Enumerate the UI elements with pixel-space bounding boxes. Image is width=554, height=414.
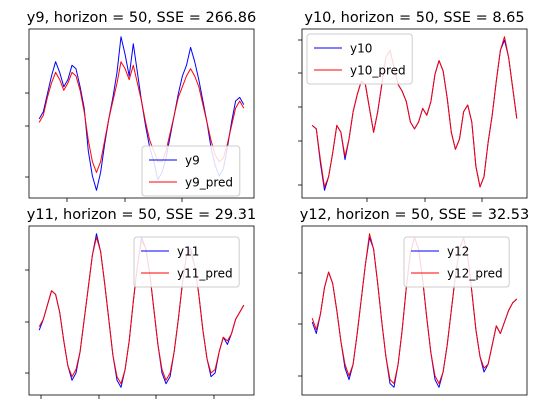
subplot-2: y10, horizon = 50, SSE = 8.65 y10 y10_pred — [298, 10, 528, 202]
subplot-1: y9, horizon = 50, SSE = 266.86 y9 y9_pred — [25, 10, 256, 202]
subplot-3: y11, horizon = 50, SSE = 29.31 y11 y11_pre… — [25, 207, 256, 399]
legend: y12 y12_pred — [403, 236, 510, 288]
legend: y9 y9_pred — [141, 145, 241, 197]
legend-label-y11: y11 — [177, 245, 199, 259]
axes-frame — [301, 225, 528, 396]
legend: y11 y11_pred — [133, 236, 240, 288]
legend-label-y9: y9 — [185, 154, 200, 168]
chart-title: y9, horizon = 50, SSE = 266.86 — [27, 10, 256, 26]
legend-box — [141, 145, 241, 197]
legend-label-y10: y10 — [350, 42, 372, 56]
legend-box — [306, 33, 413, 85]
legend-box — [133, 236, 240, 288]
legend-label-y12: y12 — [447, 245, 469, 259]
series-line-y10_pred — [311, 36, 518, 188]
legend-label-y10_pred: y10_pred — [350, 64, 406, 78]
axes-frame — [28, 225, 255, 396]
axes-frame — [28, 28, 255, 199]
chart-title: y11, horizon = 50, SSE = 29.31 — [27, 207, 256, 223]
subplot-4: y12, horizon = 50, SSE = 32.53 y12 y12_pre… — [298, 207, 529, 396]
legend-label-y9_pred: y9_pred — [185, 176, 233, 190]
chart-title: y10, horizon = 50, SSE = 8.65 — [304, 10, 524, 26]
legend-label-y12_pred: y12_pred — [447, 267, 503, 281]
legend: y10 y10_pred — [306, 33, 413, 85]
legend-label-y11_pred: y11_pred — [177, 267, 233, 281]
axes-frame — [301, 28, 528, 199]
legend-box — [403, 236, 510, 288]
series-line-y9_pred — [38, 61, 245, 173]
chart-title: y12, horizon = 50, SSE = 32.53 — [300, 207, 529, 223]
